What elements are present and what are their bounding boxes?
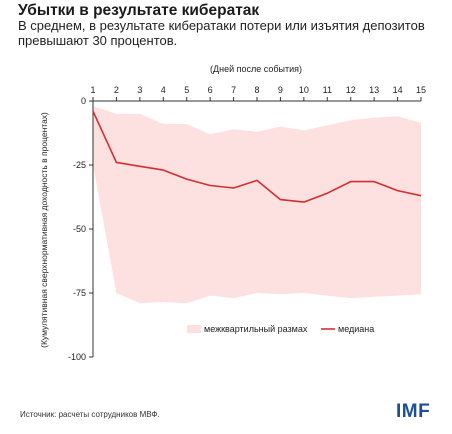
x-tick-label: 6	[208, 85, 213, 95]
plot-area: 1 2 3 4 5 6 7 8 9 10 11 12 13 14 150-25-50-75-100межкв…	[68, 85, 426, 362]
legend-label-median: медиана	[338, 324, 374, 334]
iqr-band	[93, 106, 421, 304]
y-tick-label: -50	[73, 224, 86, 234]
y-tick-label: -100	[68, 352, 86, 362]
median-line	[92, 110, 422, 203]
x-tick-label: 10	[299, 85, 309, 95]
x-tick-label: 12	[346, 85, 356, 95]
x-axis-label: (Дней после события)	[210, 64, 302, 74]
x-tick-label: 13	[369, 85, 379, 95]
x-tick-label: 1	[90, 85, 95, 95]
imf-logo: IMF	[396, 401, 431, 422]
y-tick-label: 0	[81, 96, 86, 106]
x-tick-label: 3	[137, 85, 142, 95]
x-tick-label: 8	[254, 85, 259, 95]
legend-swatch-band	[187, 325, 201, 333]
x-tick-label: 4	[161, 85, 166, 95]
x-tick-label: 2	[114, 85, 119, 95]
legend-label-band: межквартильный размах	[204, 324, 308, 334]
y-tick-label: -75	[73, 288, 86, 298]
y-axis-label: (Кумулятивная сверхнормативная доходност…	[39, 112, 49, 348]
x-tick-label: 5	[184, 85, 189, 95]
chart-title: Убытки в результате кибератак	[18, 2, 260, 19]
chart-subtitle: В среднем, в результате кибератаки потер…	[18, 18, 425, 48]
y-tick-label: -25	[73, 160, 86, 170]
x-tick-label: 11	[323, 85, 332, 95]
x-tick-label: 7	[231, 85, 236, 95]
x-tick-label: 14	[393, 85, 403, 95]
source-note: Источник: расчеты сотрудников МВФ.	[20, 410, 160, 419]
x-tick-label: 15	[416, 85, 426, 95]
x-tick-label: 9	[278, 85, 283, 95]
